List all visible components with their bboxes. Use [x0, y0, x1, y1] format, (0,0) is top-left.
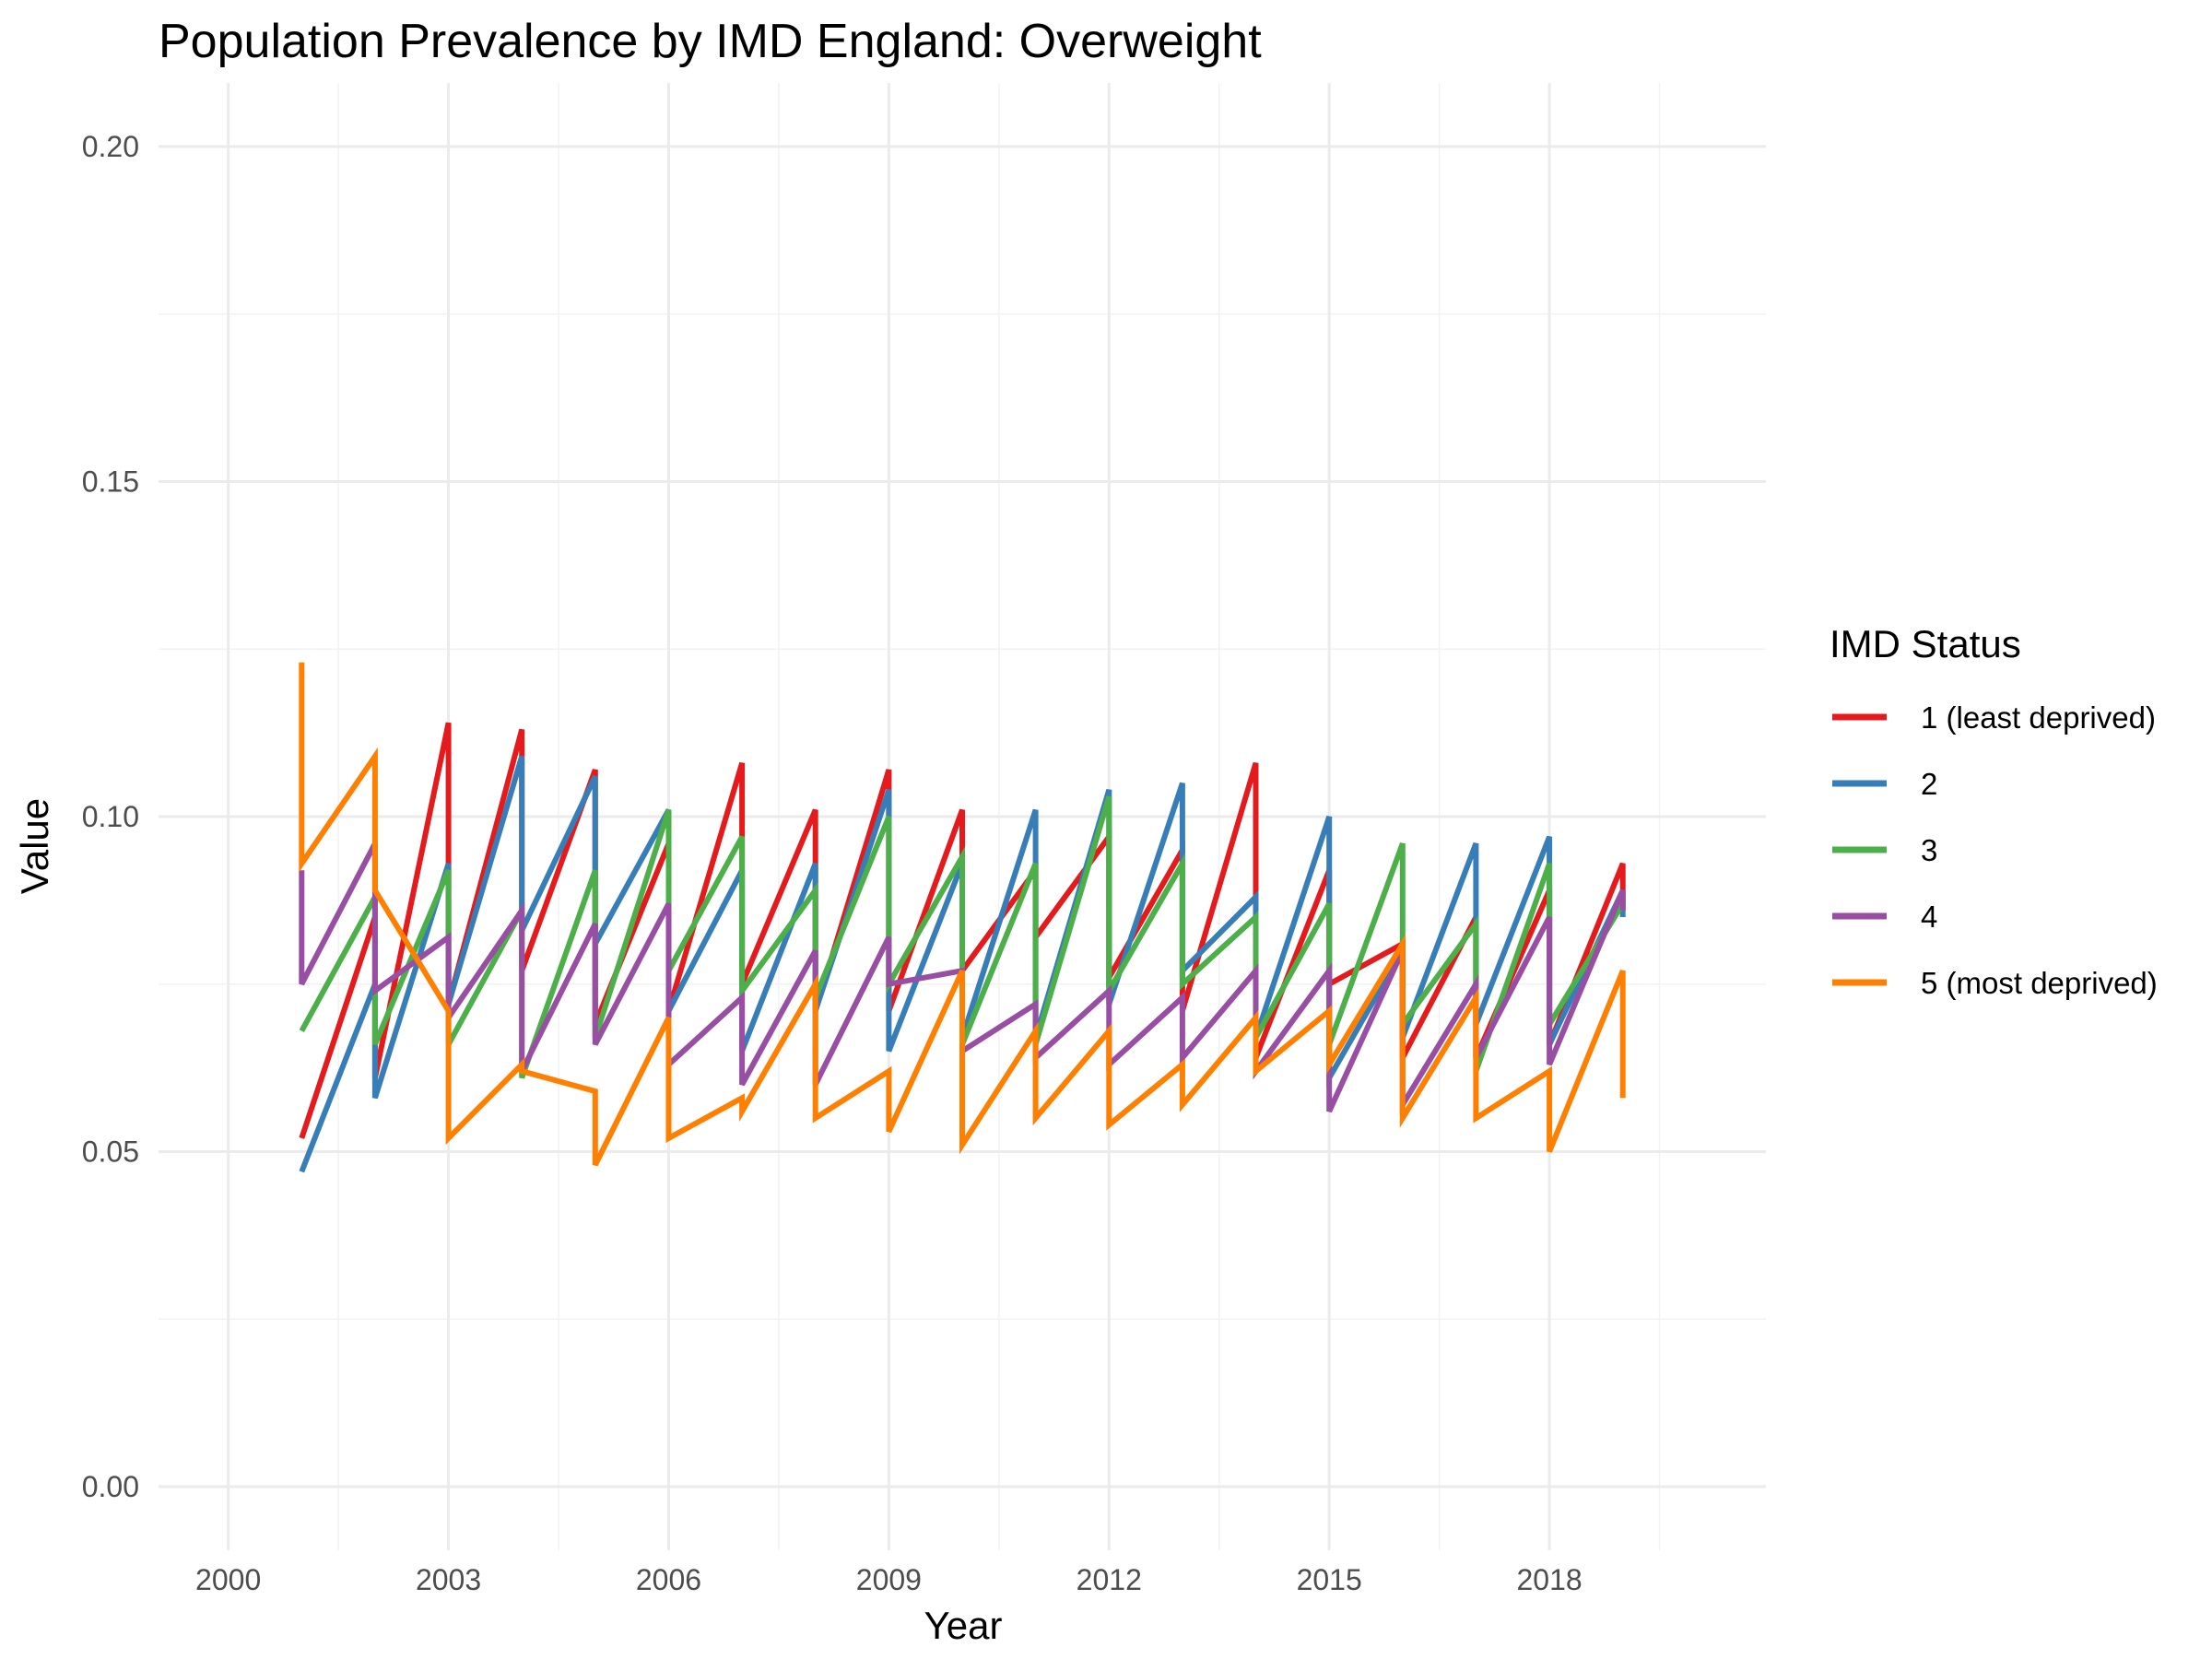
legend-label-1: 1 (least deprived)	[1921, 700, 2156, 735]
x-tick-label: 2009	[856, 1563, 922, 1596]
legend-label-5: 5 (most deprived)	[1921, 966, 2158, 1000]
legend-label-2: 2	[1921, 767, 1937, 801]
x-axis-title: Year	[924, 1604, 1003, 1647]
x-tick-label: 2015	[1297, 1563, 1362, 1596]
y-tick-label: 0.15	[82, 465, 139, 499]
legend-label-3: 3	[1921, 833, 1937, 867]
y-tick-label: 0.20	[82, 130, 139, 163]
chart-title: Population Prevalence by IMD England: Ov…	[159, 15, 1262, 68]
y-tick-label: 0.10	[82, 800, 139, 833]
legend-title: IMD Status	[1830, 622, 2021, 665]
y-tick-label: 0.05	[82, 1135, 139, 1168]
series-lines	[299, 662, 1626, 1173]
x-tick-label: 2000	[195, 1563, 261, 1596]
legend-items: 1 (least deprived) 2 3 4 5 (most deprived)	[1832, 700, 2158, 1000]
x-axis-tick-labels: 2000 2003 2006 2009 2012 2015 2018	[195, 1563, 1583, 1596]
x-tick-label: 2018	[1516, 1563, 1582, 1596]
x-tick-label: 2012	[1077, 1563, 1142, 1596]
legend: IMD Status 1 (least deprived) 2 3 4 5 (most …	[1830, 622, 2158, 1000]
y-tick-label: 0.00	[82, 1470, 139, 1503]
y-axis-tick-labels: 0.00 0.05 0.10 0.15 0.20	[82, 130, 139, 1503]
series-line-5	[299, 662, 1626, 1167]
legend-label-4: 4	[1921, 900, 1937, 934]
x-tick-label: 2006	[636, 1563, 701, 1596]
y-axis-title: Value	[13, 798, 56, 894]
x-tick-label: 2003	[416, 1563, 481, 1596]
